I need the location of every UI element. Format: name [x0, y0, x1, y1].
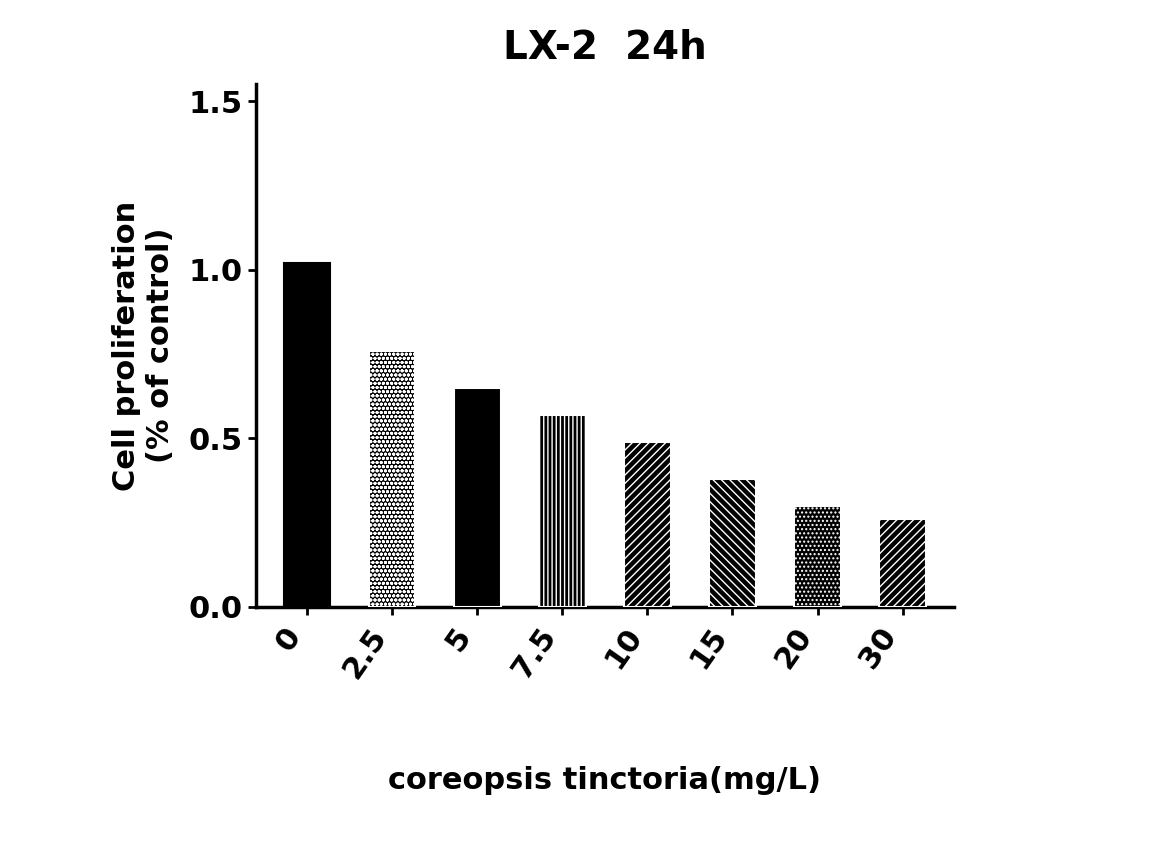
Y-axis label: Cell proliferation
(% of control): Cell proliferation (% of control): [112, 201, 174, 491]
Bar: [284, 263, 330, 607]
Bar: [369, 351, 415, 607]
X-axis label: coreopsis tinctoria(mg/L): coreopsis tinctoria(mg/L): [388, 766, 821, 796]
Title: LX-2  24h: LX-2 24h: [502, 30, 707, 67]
Bar: [623, 442, 671, 607]
Bar: [879, 519, 926, 607]
Bar: [454, 388, 500, 607]
Bar: [538, 415, 586, 607]
Bar: [794, 506, 841, 607]
Bar: [709, 479, 756, 607]
